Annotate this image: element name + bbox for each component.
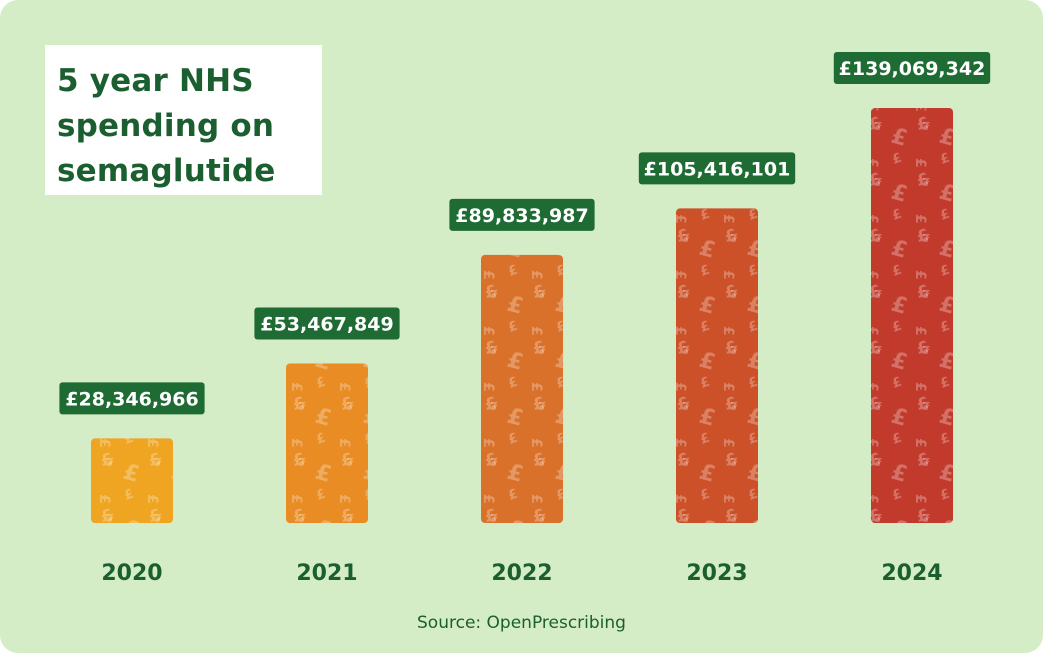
bar-2024 bbox=[871, 108, 953, 523]
value-label-2020: £28,346,966 bbox=[59, 382, 205, 415]
year-label-2024: 2024 bbox=[881, 561, 942, 586]
title-box: 5 year NHS spending on semaglutide bbox=[45, 45, 322, 195]
year-label-2022: 2022 bbox=[491, 561, 552, 586]
svg-text:£105,416,101: £105,416,101 bbox=[644, 158, 791, 180]
bar-2023 bbox=[676, 208, 758, 523]
year-label-2020: 2020 bbox=[101, 561, 162, 586]
svg-text:£53,467,849: £53,467,849 bbox=[260, 313, 393, 335]
svg-text:£139,069,342: £139,069,342 bbox=[839, 58, 986, 80]
value-label-2024: £139,069,342 bbox=[833, 52, 991, 84]
value-label-2023: £105,416,101 bbox=[638, 152, 796, 185]
bar-2022 bbox=[481, 254, 563, 523]
year-label-2023: 2023 bbox=[686, 561, 747, 586]
bar-2020 bbox=[91, 438, 173, 523]
year-label-2021: 2021 bbox=[296, 561, 357, 586]
value-label-2021: £53,467,849 bbox=[254, 307, 400, 340]
svg-text:£28,346,966: £28,346,966 bbox=[65, 388, 198, 410]
svg-text:£89,833,987: £89,833,987 bbox=[455, 205, 588, 227]
value-label-2022: £89,833,987 bbox=[449, 198, 595, 231]
source-note: Source: OpenPrescribing bbox=[417, 613, 626, 633]
bar-2021 bbox=[286, 363, 368, 523]
chart-title: 5 year NHS spending on semaglutide bbox=[57, 63, 276, 189]
